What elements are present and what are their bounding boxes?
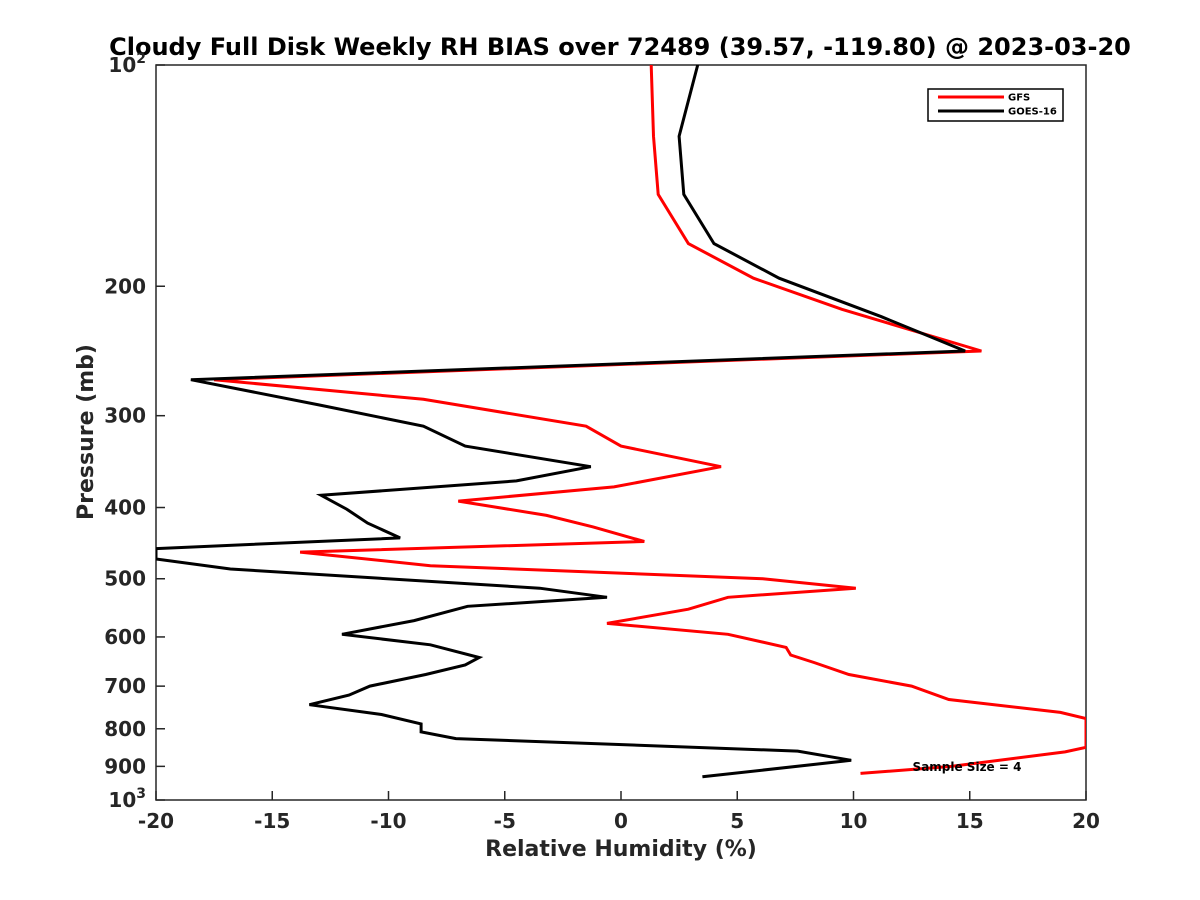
series-line-gfs: [213, 65, 1086, 775]
y-tick-label: 103: [108, 786, 146, 812]
x-tick-label: -15: [254, 809, 290, 833]
y-tick-label: 500: [104, 567, 146, 591]
y-axis-label: Pressure (mb): [74, 344, 99, 520]
y-tick-label: 800: [104, 717, 146, 741]
y-tick-label: 900: [104, 754, 146, 778]
x-tick-label: 10: [840, 809, 868, 833]
chart-title: Cloudy Full Disk Weekly RH BIAS over 724…: [109, 33, 1131, 61]
legend: GFS GOES-16: [927, 88, 1064, 122]
y-tick-label: 400: [104, 496, 146, 520]
x-tick-label: 0: [614, 809, 628, 833]
y-tick-label: 300: [104, 404, 146, 428]
x-tick-label: -10: [370, 809, 406, 833]
series-line-goes-16: [156, 65, 966, 779]
x-tick-label: 20: [1072, 809, 1100, 833]
x-axis: -20 -15 -10 -5 0 5 10 15 20: [138, 791, 1100, 833]
y-tick-label: 700: [104, 674, 146, 698]
x-tick-label: 5: [730, 809, 744, 833]
y-tick-label: 200: [104, 274, 146, 298]
sample-size-annotation: Sample Size = 4: [913, 760, 1022, 774]
legend-box: [927, 88, 1064, 122]
x-axis-label: Relative Humidity (%): [485, 837, 757, 862]
y-tick-label: 102: [108, 51, 146, 77]
y-axis: 102 200 300 400 500 600 700 800 900 103: [104, 51, 165, 812]
y-tick-label: 600: [104, 625, 146, 649]
series-lines: [156, 65, 1086, 779]
legend-label: GOES-16: [1008, 107, 1057, 118]
x-tick-label: 15: [956, 809, 984, 833]
x-tick-label: -5: [494, 809, 516, 833]
legend-label: GFS: [1008, 93, 1030, 104]
x-tick-label: -20: [138, 809, 174, 833]
